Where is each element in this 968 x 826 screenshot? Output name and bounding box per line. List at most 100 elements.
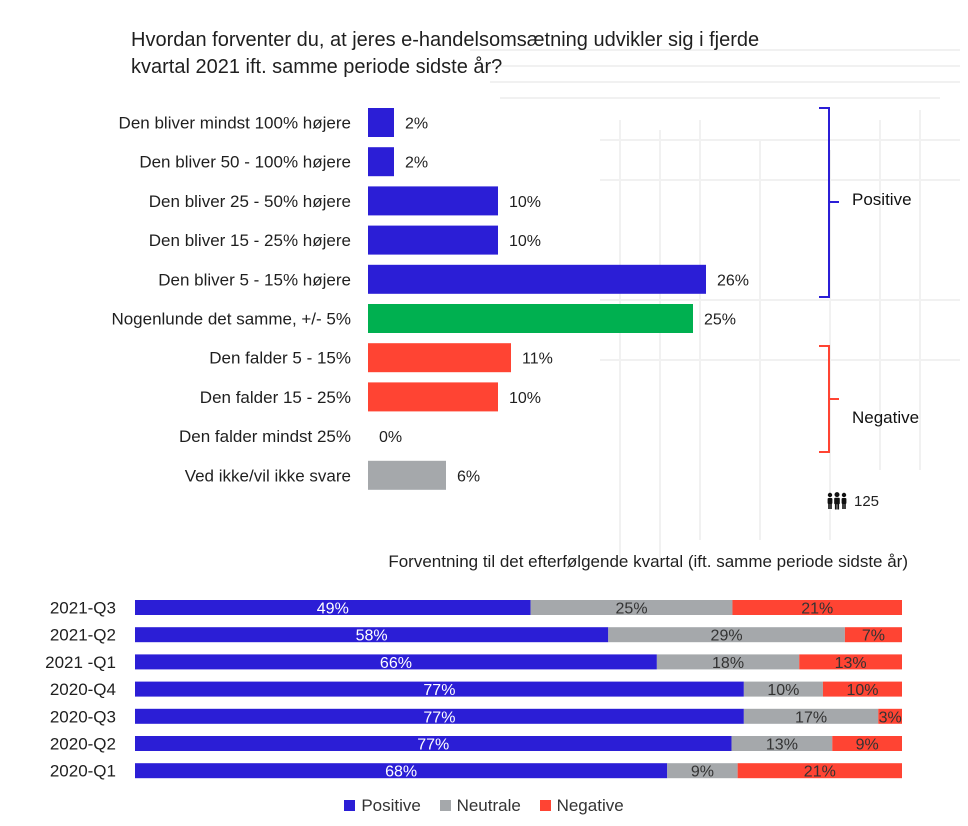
stacked-segment [608, 627, 845, 643]
segment-label: 10% [846, 682, 878, 699]
category-label: 2021-Q3 [50, 599, 116, 618]
value-label: 26% [717, 272, 749, 289]
bar [368, 147, 394, 177]
segment-label: 7% [862, 628, 885, 645]
category-label: 2021 -Q1 [45, 653, 116, 672]
stacked-segment [822, 681, 902, 697]
category-label: Den bliver 25 - 50% højere [149, 192, 351, 211]
stacked-segment [667, 763, 738, 779]
segment-label: 17% [795, 709, 827, 726]
bar [368, 382, 498, 412]
segment-label: 3% [879, 709, 902, 726]
stacked-segment [656, 654, 800, 670]
legend-swatch-neutral [439, 800, 451, 811]
category-label: Den bliver 50 - 100% højere [139, 153, 351, 172]
value-label: 10% [509, 233, 541, 250]
value-label: 2% [405, 155, 428, 172]
stacked-segment [731, 736, 833, 751]
legend-label-negative: Negative [556, 796, 624, 815]
stacked-segment [743, 708, 879, 724]
stacked-segment [135, 627, 609, 643]
chart-title-line-2: kvartal 2021 ift. samme periode sidste å… [131, 56, 503, 78]
segment-label: 18% [712, 655, 744, 672]
respondents-number: 125 [854, 493, 880, 510]
segment-label: 29% [711, 628, 743, 645]
category-label: Den falder 15 - 25% [200, 388, 351, 407]
value-label: 25% [704, 312, 736, 329]
stacked-segment [844, 627, 902, 643]
stacked-segment [732, 600, 902, 615]
legend-label-neutral: Neutrale [456, 796, 521, 815]
category-label: Ved ikke/vil ikke svare [185, 466, 351, 485]
legend-label-positive: Positive [361, 796, 421, 815]
stacked-bar-chart: 2021-Q3 49% 25% 21% 2021-Q2 58% 29% 7% 2021 -Q1 6… [45, 599, 902, 781]
category-label: 2020-Q1 [50, 762, 116, 781]
stacked-segment [832, 736, 902, 751]
segment-label: 66% [380, 655, 412, 672]
category-label: 2021-Q2 [50, 626, 116, 645]
value-label: 0% [379, 429, 402, 446]
category-label: Den bliver 5 - 15% højere [158, 270, 351, 289]
top-bar-chart: Den bliver mindst 100% højere 2% Den blive… [111, 108, 749, 490]
stacked-chart-title: Forventning til det efterfølgende kvarta… [388, 552, 908, 571]
bar [368, 304, 693, 333]
stacked-segment [135, 681, 744, 697]
segment-label: 25% [616, 601, 648, 618]
segment-label: 77% [423, 682, 455, 699]
bar [368, 343, 511, 373]
category-label: Den falder 5 - 15% [209, 349, 351, 368]
segment-label: 77% [423, 709, 455, 726]
segment-label: 13% [835, 655, 867, 672]
legend-item-negative: Negative [539, 796, 624, 816]
legend-swatch-negative [539, 800, 551, 811]
category-label: Nogenlunde det samme, +/- 5% [111, 310, 351, 329]
category-label: Den bliver 15 - 25% højere [149, 231, 351, 250]
value-label: 10% [509, 390, 541, 407]
respondents-count: 125 [826, 492, 879, 510]
value-label: 2% [405, 116, 428, 133]
segment-label: 9% [691, 764, 714, 781]
segment-label: 10% [767, 682, 799, 699]
stacked-segment [743, 681, 823, 697]
bar [368, 264, 706, 294]
segment-label: 21% [801, 601, 833, 618]
bar [368, 108, 394, 137]
category-label: 2020-Q2 [50, 735, 116, 754]
legend-item-positive: Positive [344, 796, 421, 816]
segment-label: 9% [856, 737, 879, 754]
legend-swatch-positive [344, 800, 356, 811]
stacked-segment [530, 600, 733, 615]
segment-label: 58% [356, 628, 388, 645]
bar [368, 225, 498, 255]
category-label: Den bliver mindst 100% højere [119, 114, 351, 133]
stacked-segment [135, 600, 531, 615]
stacked-segment [878, 708, 902, 724]
stacked-segment [135, 736, 732, 751]
people-icon [827, 492, 847, 510]
stacked-segment [737, 763, 902, 779]
bar [368, 186, 498, 216]
value-label: 11% [522, 351, 553, 368]
stacked-segment [135, 708, 744, 724]
chart-title-line-1: Hvordan forventer du, at jeres e-handels… [131, 29, 760, 51]
segment-label: 77% [417, 737, 449, 754]
stacked-segment [135, 763, 668, 779]
group-brackets [819, 107, 839, 453]
category-label: 2020-Q4 [50, 680, 116, 699]
bar [368, 460, 446, 490]
segment-label: 68% [385, 764, 417, 781]
positive-bracket [819, 107, 839, 298]
value-label: 10% [509, 194, 541, 211]
negative-bracket [819, 345, 839, 453]
value-label: 6% [457, 468, 480, 485]
legend-item-neutral: Neutrale [439, 796, 521, 816]
segment-label: 49% [317, 601, 349, 618]
stacked-segment [799, 654, 902, 670]
category-label: Den falder mindst 25% [179, 427, 351, 446]
segment-label: 13% [766, 737, 798, 754]
legend: Positive Neutrale Negative [0, 796, 968, 816]
positive-group-label: Positive [852, 190, 912, 209]
